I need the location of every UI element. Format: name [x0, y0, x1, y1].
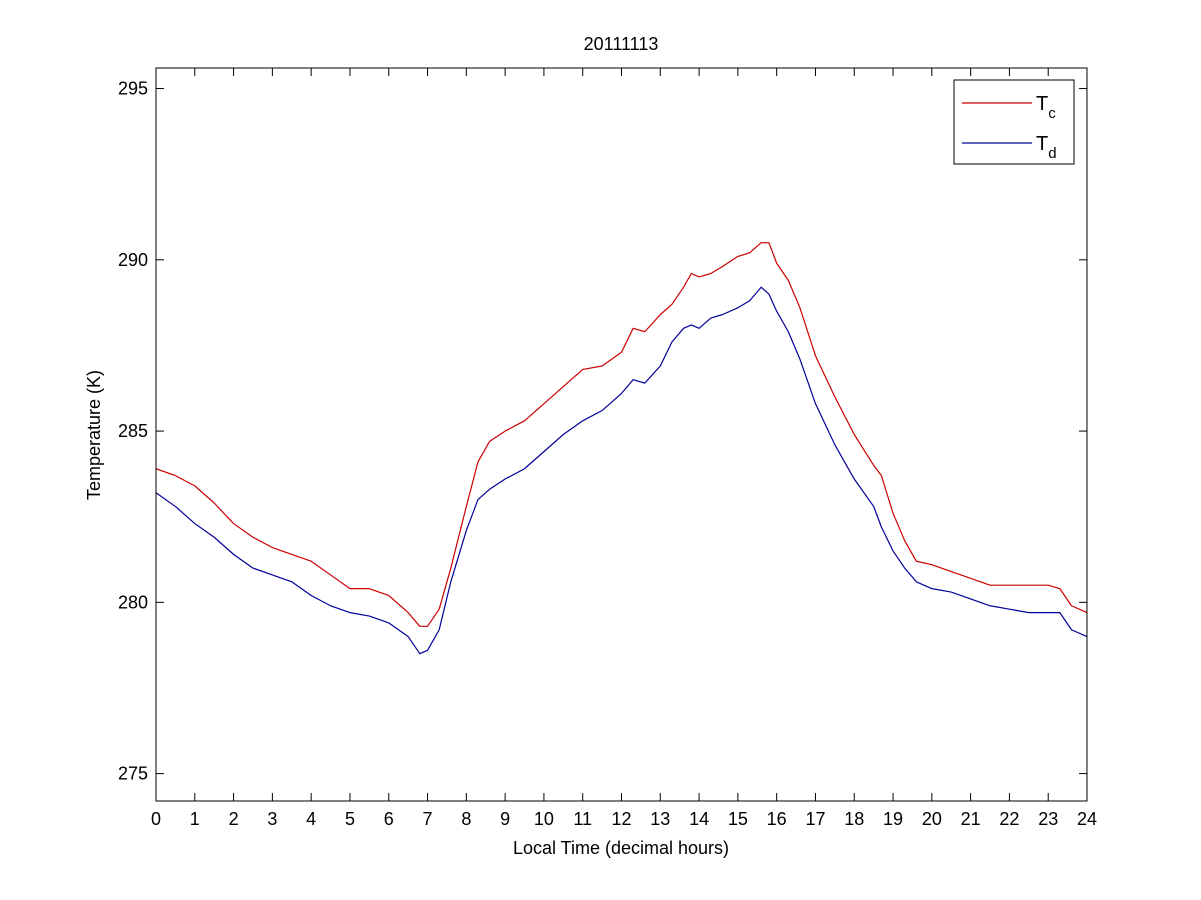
y-tick-label: 275 [118, 764, 148, 784]
x-tick-label: 18 [844, 809, 864, 829]
series-line-td [155, 286, 1088, 655]
y-tick-label: 290 [118, 250, 148, 270]
x-tick-label: 8 [461, 809, 471, 829]
x-tick-label: 22 [999, 809, 1019, 829]
x-tick-label: 1 [190, 809, 200, 829]
y-tick-label: 280 [118, 592, 148, 612]
chart-title: 20111113 [584, 34, 659, 54]
x-tick-label: 9 [500, 809, 510, 829]
y-axis: 275 280 285 290 295 [118, 79, 1087, 784]
legend-box [953, 79, 1075, 165]
x-tick-label: 10 [534, 809, 554, 829]
x-tick-label: 21 [961, 809, 981, 829]
x-tick-label: 0 [151, 809, 161, 829]
series-layer [155, 242, 1088, 655]
x-tick-label: 19 [883, 809, 903, 829]
x-tick-label: 24 [1077, 809, 1097, 829]
x-tick-label: 23 [1038, 809, 1058, 829]
legend-label-td: Td [1036, 133, 1057, 162]
legend-label-td-sub: d [1048, 145, 1056, 162]
legend: Tc Td [953, 79, 1075, 165]
x-tick-label: 5 [345, 809, 355, 829]
x-tick-label: 16 [767, 809, 787, 829]
legend-label-tc-sub: c [1048, 105, 1056, 122]
x-tick-label: 6 [384, 809, 394, 829]
x-tick-label: 15 [728, 809, 748, 829]
x-tick-label: 3 [267, 809, 277, 829]
legend-label-tc: Tc [1036, 93, 1056, 122]
x-axis-label: Local Time (decimal hours) [513, 838, 729, 858]
x-tick-label: 4 [306, 809, 316, 829]
x-tick-label: 17 [805, 809, 825, 829]
legend-label-td-main: T [1036, 133, 1048, 155]
x-tick-label: 14 [689, 809, 709, 829]
x-axis: 0 1 2 3 4 5 6 7 8 9 10 11 12 13 14 15 16 17 18 19 20 21 22 23 24 [151, 68, 1097, 829]
y-tick-label: 285 [118, 421, 148, 441]
series-line-tc [155, 242, 1088, 627]
x-tick-label: 7 [423, 809, 433, 829]
y-axis-label: Temperature (K) [84, 370, 104, 500]
x-tick-label: 20 [922, 809, 942, 829]
legend-label-tc-main: T [1036, 93, 1048, 115]
y-tick-label: 295 [118, 79, 148, 99]
x-tick-label: 11 [573, 809, 592, 829]
x-tick-label: 13 [650, 809, 670, 829]
x-tick-label: 2 [229, 809, 239, 829]
x-tick-label: 12 [611, 809, 631, 829]
